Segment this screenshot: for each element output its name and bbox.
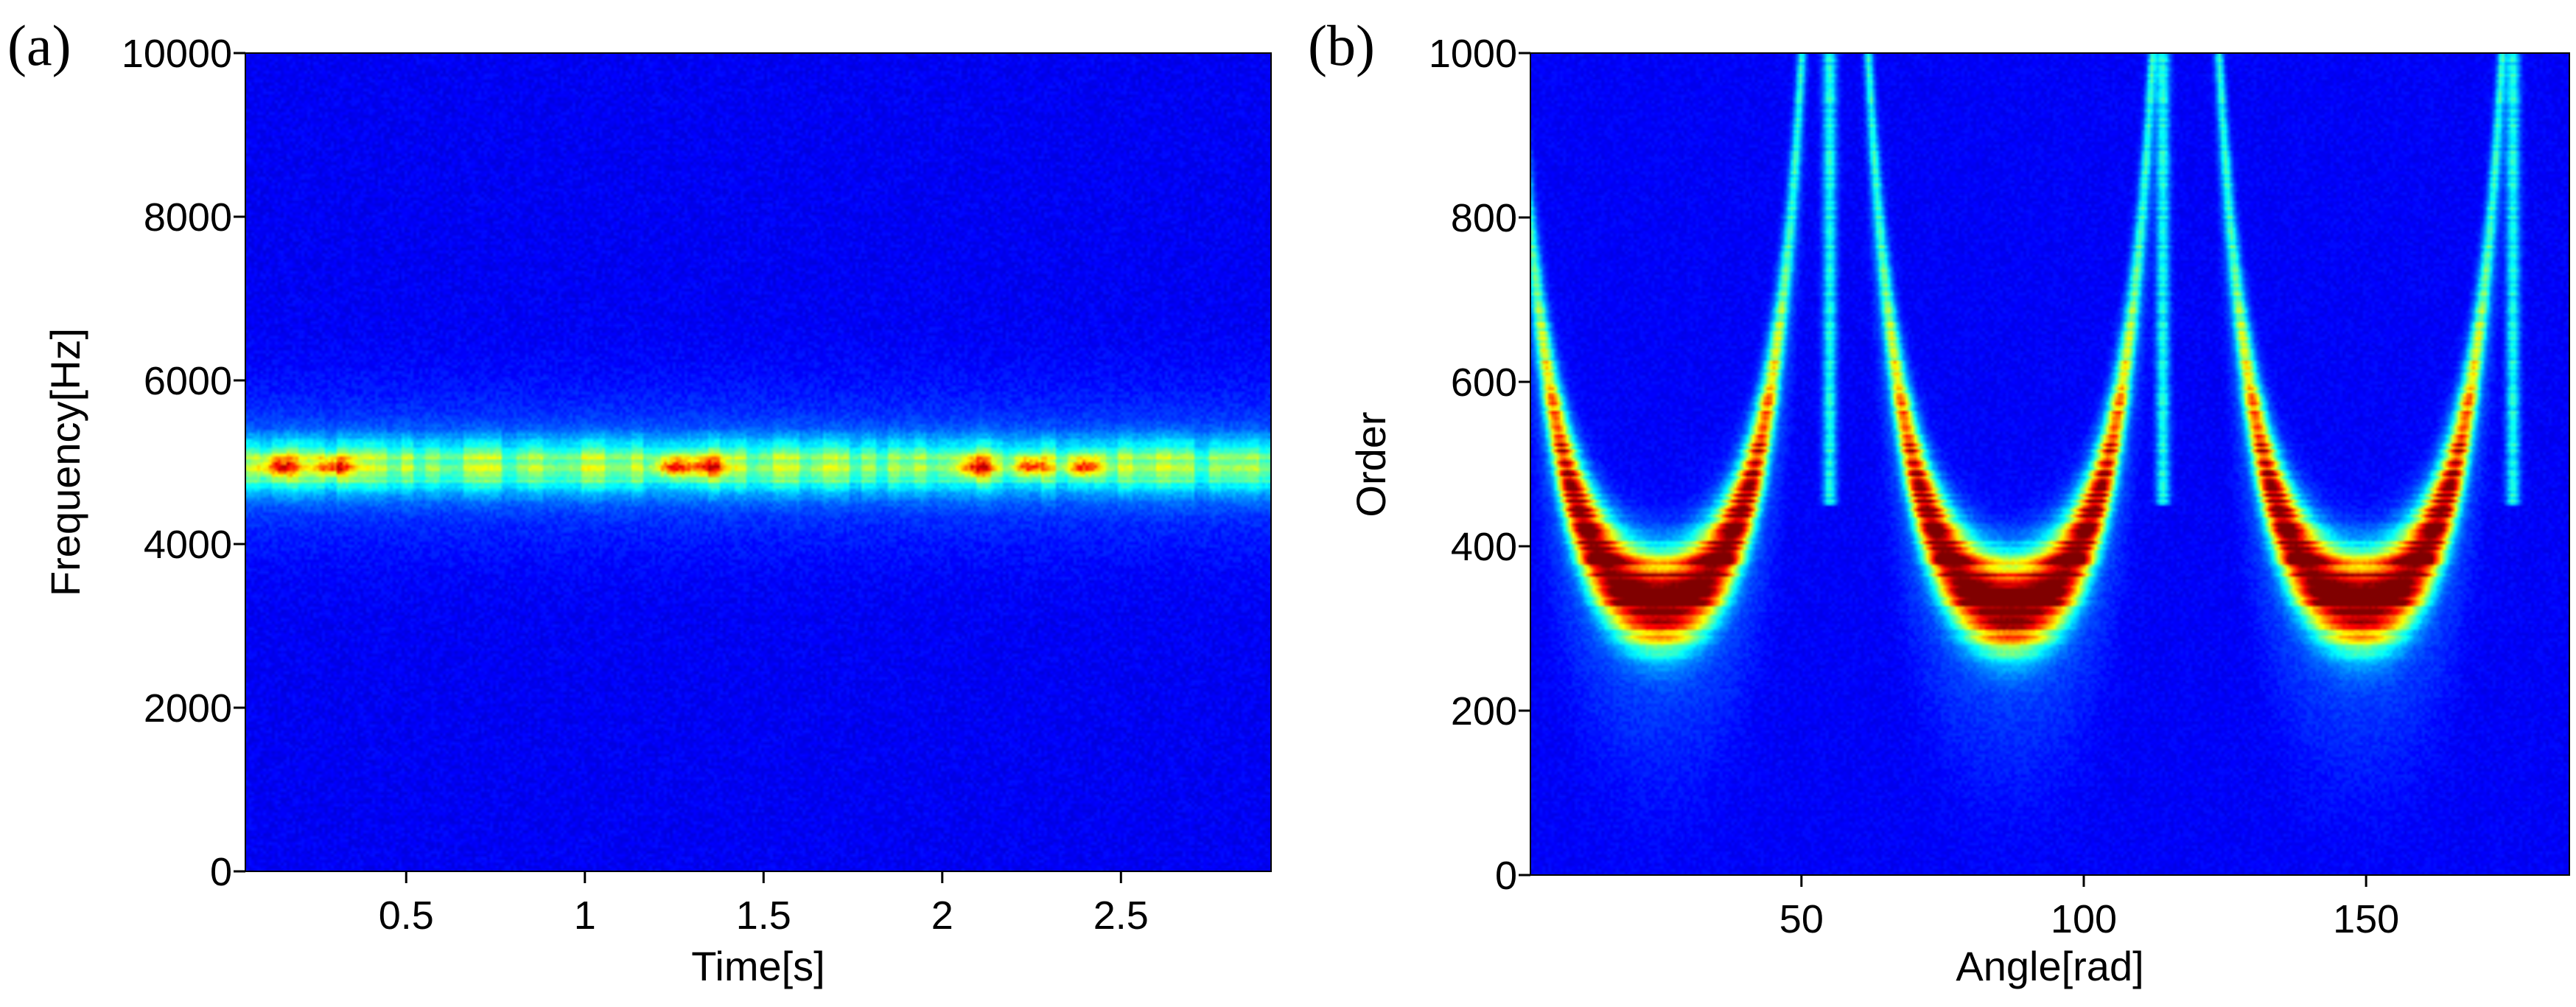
x-tick-label: 2 <box>931 893 953 938</box>
panel-b-label: (b) <box>1308 13 1375 77</box>
y-tick-label: 1000 <box>1429 32 1517 76</box>
spectrogram-b <box>1530 53 2569 875</box>
x-tick-label: 50 <box>1779 897 1824 941</box>
spectrogram-a <box>245 53 1271 871</box>
panel-a: (a) 0 2000 4000 6000 8000 10000 0.5 1 1.5 2 2.5 T… <box>7 13 1272 989</box>
y-tick-label: 4000 <box>144 523 232 567</box>
x-tick-label: 0.5 <box>379 893 434 938</box>
y-tick-label: 600 <box>1451 360 1517 405</box>
x-tick-label: 1 <box>574 893 596 938</box>
y-tick-label: 200 <box>1451 689 1517 734</box>
y-tick-label: 400 <box>1451 525 1517 569</box>
y-axis-label-b: Order <box>1348 411 1394 517</box>
y-tick-label: 10000 <box>122 32 232 76</box>
x-axis-a: 0.5 1 1.5 2 2.5 <box>379 871 1149 938</box>
y-tick-label: 0 <box>1495 854 1517 898</box>
x-axis-b: 50 100 150 <box>1779 875 2399 941</box>
x-tick-label: 2.5 <box>1093 893 1149 938</box>
y-tick-label: 800 <box>1451 196 1517 240</box>
x-tick-label: 100 <box>2051 897 2117 941</box>
panel-a-label: (a) <box>7 13 71 77</box>
x-tick-label: 150 <box>2333 897 2399 941</box>
y-axis-label-a: Frequency[Hz] <box>42 328 88 596</box>
plot-frame-b <box>1530 52 2570 876</box>
y-tick-label: 6000 <box>144 359 232 403</box>
y-axis-a: 0 2000 4000 6000 8000 10000 <box>122 32 245 894</box>
x-axis-label-b: Angle[rad] <box>1956 943 2143 989</box>
y-axis-b: 0 200 400 600 800 1000 <box>1429 32 1530 898</box>
y-tick-label: 8000 <box>144 195 232 240</box>
plot-frame-a <box>245 52 1272 872</box>
panel-b: (b) 0 200 400 600 800 1000 50 100 150 Angle[rad… <box>1308 13 2570 989</box>
x-axis-label-a: Time[s] <box>691 943 825 989</box>
x-tick-label: 1.5 <box>736 893 791 938</box>
y-tick-label: 0 <box>210 850 232 894</box>
y-tick-label: 2000 <box>144 686 232 731</box>
